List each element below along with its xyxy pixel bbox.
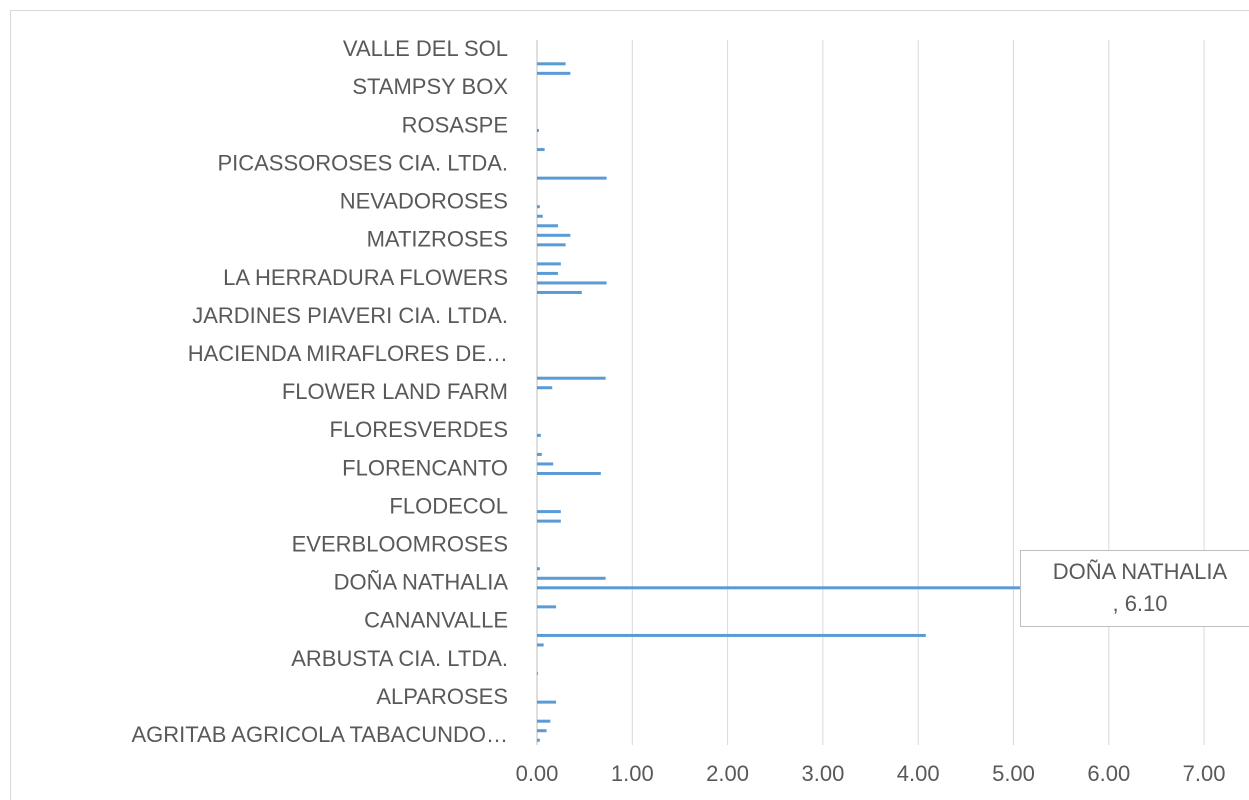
bar [537,738,540,742]
y-tick-label: NEVADOROSES [340,189,508,214]
bar [537,471,601,475]
bar [537,290,582,294]
bar [537,129,539,133]
bar [537,224,558,228]
bar [537,62,566,66]
y-tick-label: MATIZROSES [367,227,508,252]
chart-border [10,10,1249,800]
bar [537,576,606,580]
x-tick-label: 5.00 [992,761,1035,786]
x-tick-label: 3.00 [801,761,844,786]
bar [537,205,540,209]
bar [537,643,544,647]
bar [537,262,561,266]
bar [537,519,561,523]
y-tick-label: VALLE DEL SOL [343,36,508,61]
x-tick-label: 0.00 [516,761,559,786]
bar [537,700,557,704]
y-tick-label: AGRITAB AGRICOLA TABACUNDO… [131,722,508,747]
bar [537,729,547,733]
x-tick-label: 7.00 [1183,761,1226,786]
bar [537,586,1119,590]
bar [537,271,558,275]
y-tick-label: JARDINES PIAVERI CIA. LTDA. [192,303,508,328]
bar [537,462,554,466]
y-tick-label: ALPAROSES [376,684,508,709]
bar [537,633,926,637]
bar [537,386,553,390]
y-tick-label: FLORENCANTO [342,455,508,480]
x-tick-label: 4.00 [897,761,940,786]
bar [537,233,571,237]
y-tick-label: ARBUSTA CIA. LTDA. [291,646,508,671]
x-tick-label: 1.00 [611,761,654,786]
bar [537,243,566,247]
bar [537,71,571,75]
bar [537,176,607,180]
y-tick-label: CANANVALLE [364,608,508,633]
x-tick-label: 6.00 [1087,761,1130,786]
bar [537,719,551,723]
bar [537,567,540,571]
y-tick-label: LA HERRADURA FLOWERS [223,265,508,290]
y-tick-label: FLORESVERDES [330,417,509,442]
y-tick-label: EVERBLOOMROSES [292,532,508,557]
bar [537,281,607,285]
bar [537,510,561,514]
y-tick-label: FLOWER LAND FARM [282,379,508,404]
bar [537,672,538,676]
bar [537,605,557,609]
y-tick-label: DOÑA NATHALIA [334,570,509,595]
bar [537,376,606,380]
bar [537,433,541,437]
y-tick-label: FLODECOL [389,493,508,518]
x-tick-label: 2.00 [706,761,749,786]
bar [537,148,545,152]
bar [537,214,543,218]
y-tick-label: STAMPSY BOX [352,74,508,99]
data-label-box: DOÑA NATHALIA , 6.10 [1020,549,1249,627]
data-label: DOÑA NATHALIA , 6.10 [1052,559,1228,617]
y-tick-label: PICASSOROSES CIA. LTDA. [217,150,508,175]
bar [537,452,542,456]
y-tick-label: ROSASPE [402,112,508,137]
y-tick-label: HACIENDA MIRAFLORES DE… [188,341,508,366]
